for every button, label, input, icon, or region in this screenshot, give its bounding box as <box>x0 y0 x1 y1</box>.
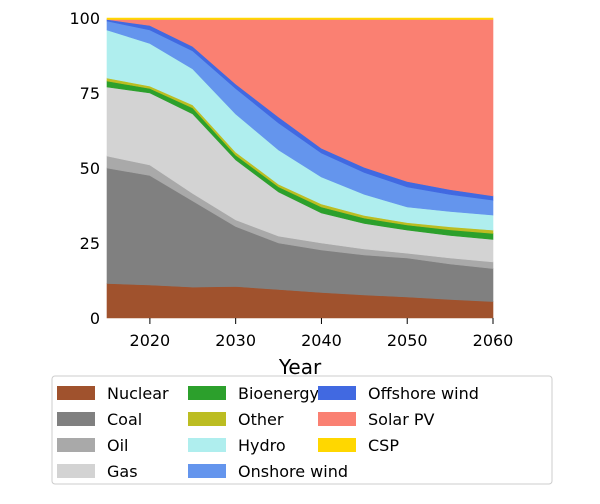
legend-label: Hydro <box>238 436 286 455</box>
legend-swatch <box>57 386 95 400</box>
x-axis-label: Year <box>278 355 322 379</box>
x-tick-label: 2020 <box>130 331 171 350</box>
y-tick-label: 50 <box>80 159 100 178</box>
legend-swatch <box>188 464 226 478</box>
legend-label: Solar PV <box>368 410 435 429</box>
legend-frame <box>51 375 553 485</box>
legend-swatch <box>57 464 95 478</box>
x-tick-label: 2050 <box>387 331 428 350</box>
legend-label: Onshore wind <box>238 462 348 481</box>
legend-label: Offshore wind <box>368 384 479 403</box>
legend-swatch <box>188 412 226 426</box>
legend-swatch <box>188 438 226 452</box>
legend-label: Gas <box>107 462 138 481</box>
legend-label: Bioenergy <box>238 384 319 403</box>
legend-label: Nuclear <box>107 384 169 403</box>
legend-swatch <box>57 412 95 426</box>
x-tick-label: 2060 <box>473 331 514 350</box>
legend-swatch <box>318 438 356 452</box>
legend-label: CSP <box>368 436 399 455</box>
area-csp <box>106 17 494 20</box>
legend: Nuclear Coal Oil Gas Bioenergy Other Hydro Onsh… <box>51 375 553 485</box>
x-tick-label: 2030 <box>215 331 256 350</box>
plot-areas <box>106 17 494 319</box>
legend-swatch <box>188 386 226 400</box>
y-axis: 0 25 50 75 100 <box>69 9 100 328</box>
legend-swatch <box>318 412 356 426</box>
y-tick-label: 100 <box>69 9 100 28</box>
x-axis: 2020 2030 2040 2050 2060 <box>130 318 514 350</box>
y-tick-label: 0 <box>90 309 100 328</box>
legend-swatch <box>318 386 356 400</box>
legend-swatch <box>57 438 95 452</box>
legend-label: Oil <box>107 436 128 455</box>
y-tick-label: 25 <box>80 234 100 253</box>
legend-label: Other <box>238 410 284 429</box>
legend-label: Coal <box>107 410 142 429</box>
y-tick-label: 75 <box>80 84 100 103</box>
x-tick-label: 2040 <box>301 331 342 350</box>
